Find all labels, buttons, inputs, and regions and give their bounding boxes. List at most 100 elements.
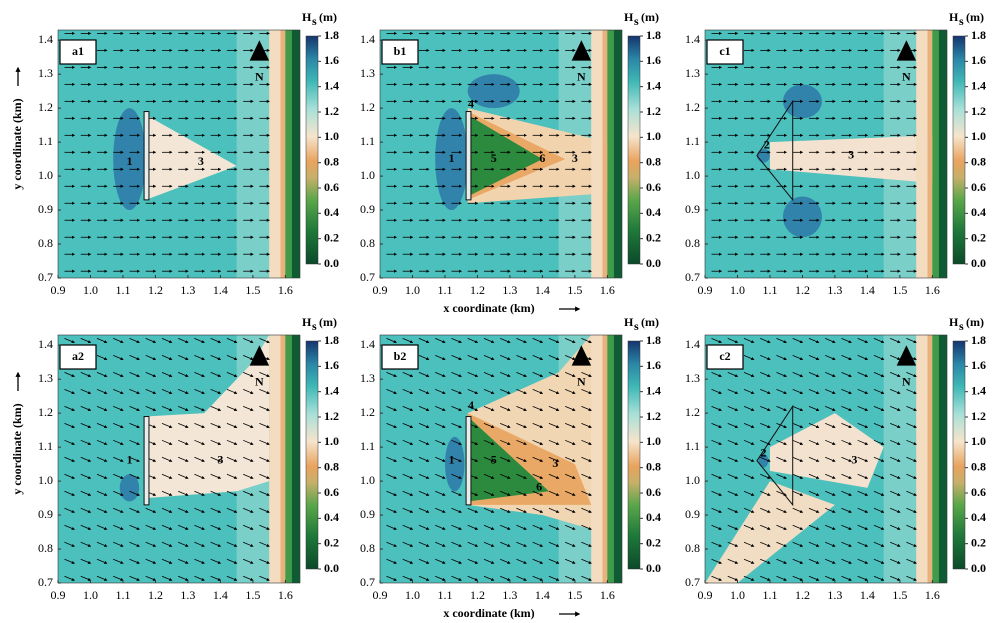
wave-vector <box>841 490 852 496</box>
colorbar-tick-label: 0.2 <box>324 535 339 549</box>
annotation: 4 <box>468 398 474 412</box>
wave-vector <box>727 338 739 344</box>
y-tick-label: 1.0 <box>38 168 53 182</box>
wave-vector <box>210 524 222 530</box>
wave-vector <box>548 490 560 496</box>
wave-vector <box>242 439 254 445</box>
wave-vector <box>64 524 75 530</box>
wave-vector <box>418 507 430 513</box>
wave-vector <box>727 541 739 547</box>
wave-vector <box>402 405 414 411</box>
wave-vector <box>259 575 270 581</box>
panel-label: b1 <box>394 44 407 58</box>
wave-vector <box>145 405 157 411</box>
wave-vector <box>500 490 511 496</box>
wave-vector <box>873 355 885 361</box>
x-tick-label: 1.3 <box>502 283 517 297</box>
wave-vector <box>210 422 222 428</box>
wave-vector <box>64 541 75 547</box>
wave-vector <box>743 541 755 547</box>
wave-vector <box>418 473 430 479</box>
wave-shadow <box>769 413 884 488</box>
colorbar-tick-label: 0.8 <box>971 459 986 473</box>
colorbar <box>627 35 641 265</box>
wave-vector <box>825 355 836 361</box>
wave-vector <box>64 558 75 564</box>
wave-vector <box>808 490 820 496</box>
y-tick-label: 1.3 <box>685 66 700 80</box>
wave-vector <box>581 338 592 344</box>
panel: Nc1 2 3 0.9 1.0 1.1 1.2 1.3 1.4 1.5 1.6 0.7 0.8 0.9 1.… <box>685 10 986 297</box>
panel: Nb1 4 1 5 6 3 0.9 1.0 1.1 1.2 1.3 1.4 1.5 1.6 0.7 0.8 0.… <box>360 10 661 315</box>
wave-vector <box>825 422 836 428</box>
panel: Na1 1 3 0.9 1.0 1.1 1.2 1.3 1.4 1.5 1.6 0.7 0.8 0.9 1.… <box>10 10 339 297</box>
panel-label-box <box>59 39 97 65</box>
wave-vector <box>873 575 885 581</box>
shore <box>591 335 603 583</box>
wave-vector <box>483 575 495 581</box>
wave-vector <box>242 541 254 547</box>
wave-vector <box>564 558 576 564</box>
wave-vector <box>760 490 771 496</box>
field <box>380 30 622 278</box>
wave-vector <box>145 338 157 344</box>
wave-vector <box>226 355 238 361</box>
wave-vector <box>402 338 414 344</box>
wave-vector <box>80 575 92 581</box>
wave-vector <box>889 558 901 564</box>
wave-vector <box>435 372 446 377</box>
wave-vector <box>792 507 804 513</box>
wave-vector <box>743 507 755 513</box>
shore <box>927 335 933 583</box>
wave-vector <box>435 355 446 361</box>
y-tick-label: 1.1 <box>360 134 375 148</box>
wave-vector <box>776 524 787 530</box>
wave-vector <box>451 439 462 445</box>
wave-vector <box>532 473 544 479</box>
x-tick-label: 1.6 <box>925 283 940 297</box>
wave-vector <box>96 490 108 496</box>
wave-vector <box>760 524 771 530</box>
wave-vector <box>532 439 544 445</box>
wave-vector <box>96 541 108 547</box>
y-tick-label: 1.1 <box>38 134 53 148</box>
y-tick-label: 1.1 <box>38 439 53 453</box>
wave-vector <box>581 558 592 564</box>
wave-vector <box>500 473 511 479</box>
wave-vector <box>792 372 804 377</box>
wave-vector <box>825 541 836 547</box>
y-tick-label: 1.2 <box>360 405 375 419</box>
wave-vector <box>226 575 238 581</box>
wave-vector <box>178 422 189 428</box>
wave-vector <box>889 456 901 462</box>
wave-vector <box>194 490 205 496</box>
wave-vector <box>841 558 852 564</box>
colorbar-tick-label: 0.0 <box>324 256 339 270</box>
wave-vector <box>242 388 254 394</box>
wave-vector <box>451 388 462 394</box>
x-tick-label: 1.3 <box>180 588 195 602</box>
wave-vector <box>548 355 560 361</box>
wave-vector <box>727 507 739 513</box>
wave-vector <box>210 490 222 496</box>
wave-vector <box>386 507 397 513</box>
colorbar-tick-label: 1.8 <box>971 28 986 42</box>
wave-vector <box>825 558 836 564</box>
wave-vector <box>161 405 173 411</box>
y-tick-label: 0.9 <box>360 507 375 521</box>
colorbar-tick-label: 1.4 <box>324 78 339 92</box>
wave-vector <box>532 541 544 547</box>
y-tick-label: 1.0 <box>38 473 53 487</box>
wave-vector <box>776 388 787 394</box>
wave-vector <box>873 439 885 445</box>
wave-vector <box>711 439 722 445</box>
panel: Nb2 4 1 5 63 0.9 1.0 1.1 1.2 1.3 1.4 1.5 1.6 0.7 0.8 0.… <box>360 315 661 620</box>
wave-vector <box>760 372 771 377</box>
wave-vector <box>743 490 755 496</box>
wave-vector <box>564 388 576 394</box>
wave-vector <box>548 558 560 564</box>
wave-vector <box>178 439 189 445</box>
wave-vector <box>857 473 869 479</box>
wave-vector <box>727 524 739 530</box>
wave-vector <box>743 456 755 462</box>
